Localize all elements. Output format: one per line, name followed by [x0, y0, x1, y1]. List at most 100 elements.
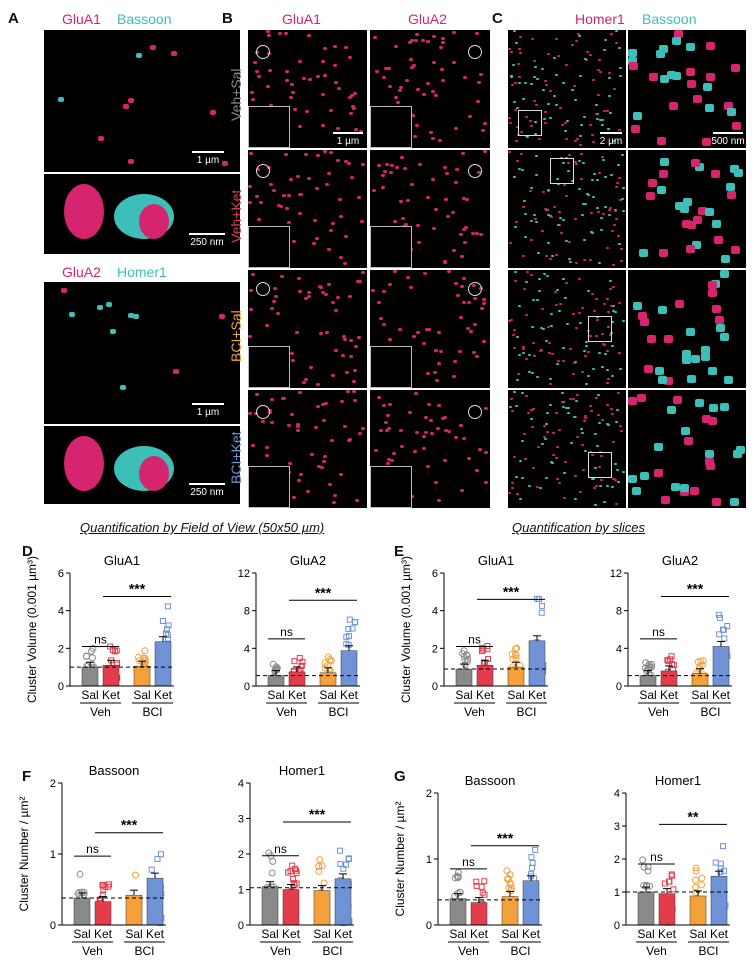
cluster-spot	[609, 288, 612, 290]
x-tick-label: Sal	[449, 927, 466, 941]
cluster-spot	[592, 141, 595, 143]
cluster-spot	[285, 79, 289, 82]
cluster-spot	[261, 420, 265, 423]
cluster-spot	[523, 200, 526, 202]
cluster-spot	[567, 162, 570, 164]
group-label: Veh	[270, 944, 291, 958]
cluster-spot	[649, 73, 658, 81]
cluster-spot	[290, 413, 294, 416]
significance-label: ns	[468, 632, 481, 646]
cluster-spot	[585, 345, 588, 347]
x-tick-label: Sal	[125, 927, 142, 941]
cluster-spot	[518, 354, 521, 356]
cluster-spot	[617, 481, 620, 483]
cluster-spot	[515, 476, 518, 478]
cluster-spot	[581, 371, 584, 373]
cluster-spot	[289, 96, 293, 99]
cluster-spot	[344, 46, 348, 49]
cluster-spot	[576, 436, 579, 438]
cluster-spot	[602, 159, 605, 161]
cluster-spot	[412, 335, 416, 338]
bar	[470, 902, 488, 926]
cluster-spot	[603, 501, 606, 503]
group-label: BCI	[510, 944, 530, 958]
cluster-spot	[673, 396, 682, 404]
cluster-spot	[522, 98, 525, 100]
cluster-spot	[716, 324, 725, 332]
cluster-spot	[394, 96, 398, 99]
cluster-spot	[319, 332, 323, 335]
data-point	[141, 656, 149, 664]
cluster-spot	[580, 124, 583, 126]
data-point	[269, 660, 277, 668]
cluster-spot	[601, 366, 604, 368]
cluster-spot	[687, 80, 696, 88]
cluster-spot	[594, 467, 597, 469]
cluster-spot	[655, 367, 664, 375]
significance-label: ns	[280, 625, 293, 639]
cluster-spot	[659, 249, 668, 257]
cluster-spot	[687, 221, 696, 229]
cluster-spot	[350, 94, 354, 97]
cluster-spot	[518, 305, 521, 307]
cluster-spot	[128, 159, 134, 164]
cluster-spot	[622, 210, 625, 212]
chart-title: Bassoon	[89, 763, 140, 778]
significance-label: ns	[462, 855, 475, 869]
cluster-spot	[656, 50, 665, 58]
cluster-spot	[615, 186, 618, 188]
cluster-spot	[292, 496, 296, 499]
data-point	[668, 871, 675, 878]
roi-circle	[468, 282, 482, 296]
cluster-spot	[455, 168, 459, 171]
cluster-spot	[288, 462, 292, 465]
cluster-spot	[468, 115, 472, 118]
x-tick-label: Ket	[340, 688, 359, 702]
data-point	[268, 869, 276, 877]
cluster-spot	[562, 278, 565, 280]
cluster-spot	[712, 220, 721, 228]
y-tick-label: 4	[244, 643, 250, 655]
cluster-spot	[331, 222, 335, 225]
cluster-spot	[469, 330, 473, 333]
cluster-spot	[557, 360, 560, 362]
cluster-spot	[562, 347, 565, 349]
cluster-spot	[358, 432, 362, 435]
cluster-spot	[578, 312, 581, 314]
cluster-spot	[695, 399, 704, 407]
cluster-spot	[680, 488, 689, 496]
cluster-spot	[123, 104, 129, 109]
cluster-spot	[265, 446, 269, 449]
cluster-spot	[248, 201, 252, 204]
data-point	[454, 868, 462, 876]
cluster-spot	[452, 375, 456, 378]
cluster-spot	[310, 453, 314, 456]
inset	[248, 106, 290, 148]
cluster-spot	[562, 406, 565, 408]
data-point	[324, 653, 332, 661]
cluster-spot	[559, 217, 562, 219]
cluster-spot	[568, 258, 571, 260]
cluster-spot	[567, 412, 570, 414]
cluster-spot	[439, 350, 443, 353]
cluster-spot	[349, 339, 353, 342]
cluster-spot	[515, 42, 518, 44]
cluster-spot	[265, 454, 269, 457]
data-point	[345, 625, 352, 632]
bar	[637, 891, 655, 926]
cluster-spot	[353, 399, 357, 402]
cluster-spot	[571, 89, 574, 91]
cluster-spot	[674, 30, 683, 38]
cluster-spot	[451, 211, 455, 214]
cluster-spot	[334, 81, 338, 84]
significance-label: ***	[315, 584, 332, 600]
cluster-spot	[529, 190, 532, 192]
cluster-spot	[531, 38, 534, 40]
cluster-spot	[565, 240, 568, 242]
cluster-spot	[546, 431, 549, 433]
cluster-spot	[702, 415, 711, 423]
data-point	[162, 630, 169, 637]
cluster-spot	[525, 135, 528, 137]
cluster-spot	[348, 96, 352, 99]
cluster-spot	[554, 291, 557, 293]
